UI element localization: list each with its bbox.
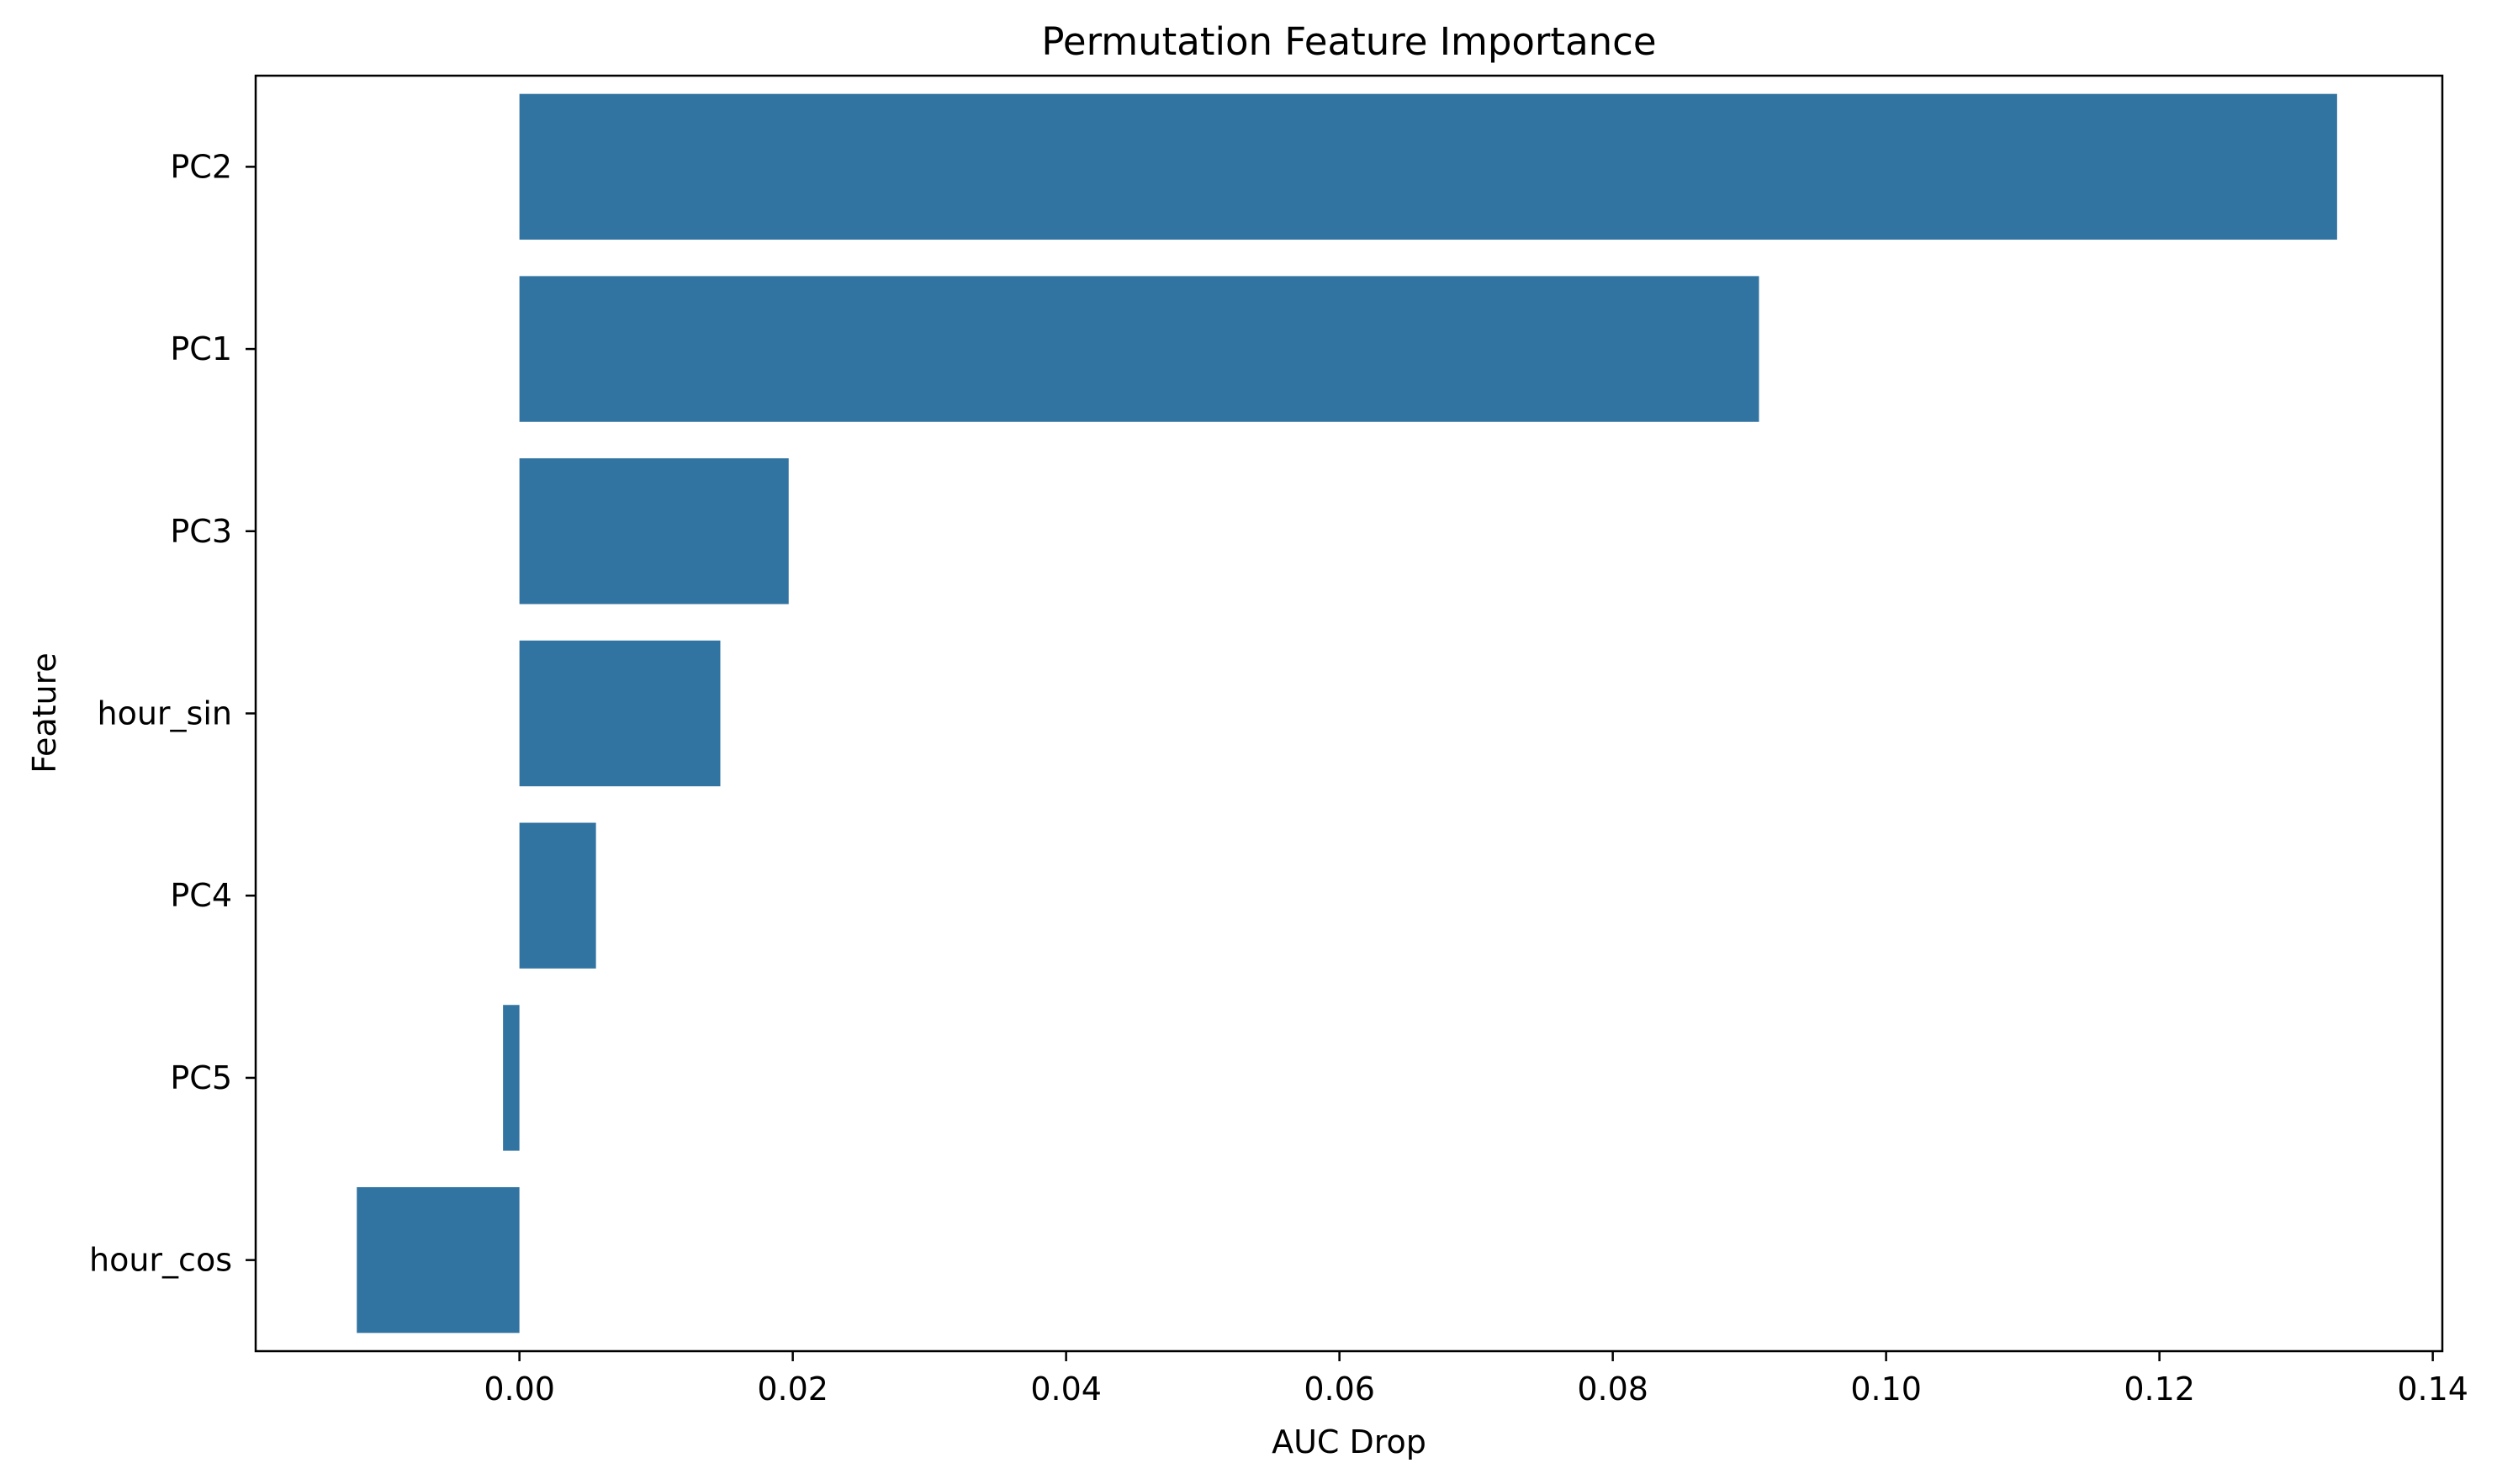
y-tick-label-pc1: PC1: [170, 330, 232, 367]
y-axis-label: Feature: [26, 652, 63, 774]
y-tick-label-pc5: PC5: [170, 1059, 232, 1096]
y-tick-label-hour-cos: hour_cos: [89, 1242, 232, 1279]
y-tick-label-pc2: PC2: [170, 148, 232, 185]
bars-group: [357, 93, 2337, 1333]
y-tick-label-pc3: PC3: [170, 513, 232, 550]
x-axis-ticks: 0.00 0.02 0.04 0.06 0.08 0.10 0.12 0.14: [484, 1351, 2468, 1407]
bar-pc5: [503, 1005, 520, 1151]
bar-pc2: [519, 93, 2337, 240]
chart-title: Permutation Feature Importance: [1041, 19, 1656, 64]
x-axis-label: AUC Drop: [1272, 1423, 1426, 1460]
bar-pc1: [519, 276, 1759, 422]
plot-frame: [254, 74, 2444, 1353]
bar-pc3: [519, 458, 789, 605]
x-tick-label: 0.02: [757, 1370, 828, 1407]
y-tick-label-pc4: PC4: [170, 877, 232, 914]
x-tick-label: 0.06: [1304, 1370, 1375, 1407]
x-tick-label: 0.12: [2124, 1370, 2195, 1407]
x-tick-label: 0.04: [1030, 1370, 1102, 1407]
x-tick-label: 0.10: [1850, 1370, 1922, 1407]
y-tick-label-hour-sin: hour_sin: [98, 695, 232, 732]
x-tick-label: 0.08: [1577, 1370, 1648, 1407]
x-tick-label: 0.00: [484, 1370, 555, 1407]
bar-hour-sin: [519, 640, 721, 787]
bar-hour-cos: [357, 1186, 520, 1333]
y-axis-ticks: PC2 PC1 PC3 hour_sin PC4 PC5 hour_cos: [89, 148, 256, 1279]
x-tick-label: 0.14: [2397, 1370, 2468, 1407]
bar-pc4: [519, 822, 596, 969]
